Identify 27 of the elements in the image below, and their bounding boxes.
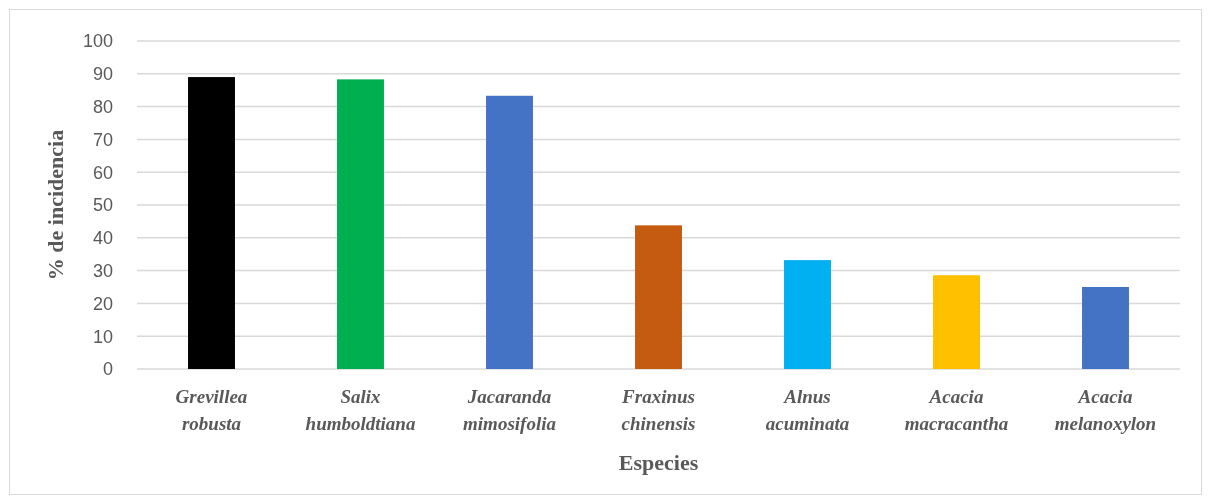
y-tick-label: 50	[92, 195, 113, 216]
x-axis-title: Especies	[618, 450, 699, 475]
y-axis-title: % de incidencia	[43, 129, 68, 281]
bar	[784, 260, 831, 369]
y-tick-label: 40	[92, 228, 113, 249]
y-tick-label: 60	[92, 162, 113, 183]
y-tick-label: 90	[92, 64, 113, 85]
x-tick-label: Grevillea robusta	[175, 386, 248, 434]
y-tick-label: 100	[82, 31, 113, 52]
bar	[635, 225, 682, 369]
x-tick-label: Alnus acuminata	[765, 386, 850, 434]
bar	[486, 95, 533, 369]
bar	[337, 79, 384, 369]
bar	[933, 275, 980, 369]
bar	[188, 77, 235, 369]
y-tick-label: 10	[92, 326, 113, 347]
bar	[1082, 287, 1129, 369]
y-tick-label: 80	[92, 96, 113, 117]
y-tick-label: 70	[92, 129, 113, 150]
y-tick-label: 30	[92, 260, 113, 281]
x-tick-label: Salix humboldtiana	[305, 386, 416, 434]
x-tick-label: Fraxinus chinensis	[621, 386, 696, 434]
y-tick-label: 0	[102, 359, 113, 380]
y-tick-label: 20	[92, 293, 113, 314]
x-tick-label: Acacia macracantha	[904, 386, 1009, 434]
x-tick-label: Jacaranda mimosifolia	[463, 386, 557, 434]
x-tick-label: Acacia melanoxylon	[1054, 386, 1157, 434]
